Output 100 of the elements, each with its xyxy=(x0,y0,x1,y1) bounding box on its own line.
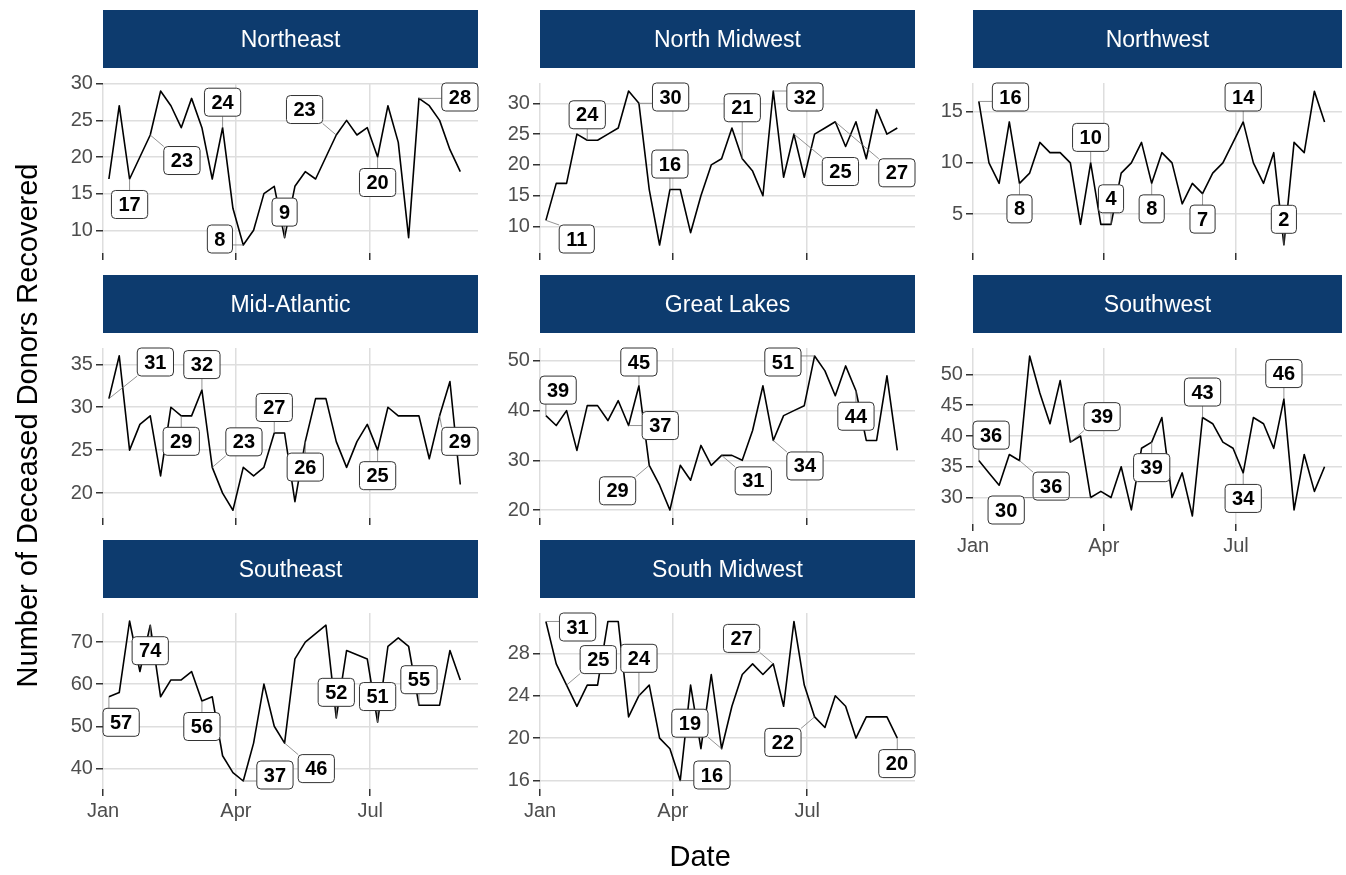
annotation: 31 xyxy=(144,350,167,373)
annotation: 30 xyxy=(995,498,1018,521)
annotation: 27 xyxy=(263,396,286,419)
chart-title: Great Lakes xyxy=(540,275,915,333)
annotation: 8 xyxy=(1146,197,1158,220)
annotation: 51 xyxy=(366,685,389,708)
annotation: 17 xyxy=(118,193,141,216)
y-tick-label: 10 xyxy=(940,150,963,173)
x-tick-label: Jan xyxy=(956,533,990,556)
annotation: 37 xyxy=(649,414,672,437)
y-tick-label: 28 xyxy=(507,640,530,663)
y-tick-label: 25 xyxy=(507,121,530,144)
chart-title: North Midwest xyxy=(540,10,915,68)
annotation: 29 xyxy=(170,429,193,452)
annotation: 20 xyxy=(366,171,389,194)
y-tick-label: 40 xyxy=(507,398,530,421)
annotation: 74 xyxy=(139,639,163,662)
x-tick-label: Apr xyxy=(220,798,252,821)
x-tick-label: Apr xyxy=(657,798,689,821)
annotation: 27 xyxy=(730,626,753,649)
annotation: 32 xyxy=(793,85,817,108)
chart-title: Southeast xyxy=(103,540,478,598)
y-tick-label: 20 xyxy=(70,480,93,503)
y-tick-label: 10 xyxy=(70,217,93,240)
chart-title: South Midwest xyxy=(540,540,915,598)
chart-title: Northwest xyxy=(973,10,1342,68)
y-tick-label: 15 xyxy=(940,99,963,122)
annotation: 24 xyxy=(627,646,651,669)
y-tick-label: 60 xyxy=(70,671,93,694)
annotation: 9 xyxy=(279,200,291,223)
annotation: 11 xyxy=(566,227,588,250)
y-tick-label: 24 xyxy=(507,683,530,706)
annotation: 31 xyxy=(742,469,765,492)
y-axis-title: Number of Deceased Donors Recovered xyxy=(11,163,45,687)
annotation: 24 xyxy=(211,90,235,113)
y-tick-label: 50 xyxy=(940,361,963,384)
y-tick-label: 20 xyxy=(507,497,530,520)
annotation: 30 xyxy=(659,85,682,108)
annotation: 16 xyxy=(658,152,682,175)
annotation: 23 xyxy=(170,149,194,172)
chart-title: Northeast xyxy=(103,10,478,68)
annotation: 55 xyxy=(407,668,431,691)
annotation: 2 xyxy=(1278,207,1290,230)
y-tick-label: 5 xyxy=(951,201,963,224)
annotation: 28 xyxy=(448,85,471,108)
annotation: 22 xyxy=(771,730,795,753)
y-tick-label: 25 xyxy=(70,437,93,460)
annotation: 31 xyxy=(566,615,589,638)
annotation: 51 xyxy=(771,350,795,373)
annotation: 39 xyxy=(547,378,570,401)
y-tick-label: 35 xyxy=(940,454,963,477)
y-tick-label: 16 xyxy=(507,768,530,791)
annotation: 23 xyxy=(293,98,316,121)
annotation: 56 xyxy=(190,715,214,738)
annotation: 25 xyxy=(829,160,852,183)
annotation: 8 xyxy=(214,227,226,250)
annotation: 14 xyxy=(1232,85,1256,108)
y-tick-label: 15 xyxy=(70,181,93,204)
y-tick-label: 50 xyxy=(507,348,530,371)
y-tick-label: 70 xyxy=(70,629,93,652)
annotation: 37 xyxy=(263,763,287,786)
chart-title: Southwest xyxy=(973,275,1342,333)
annotation: 20 xyxy=(885,752,908,775)
annotation: 7 xyxy=(1196,207,1209,230)
y-tick-label: 30 xyxy=(70,394,93,417)
annotation: 44 xyxy=(844,404,868,427)
annotation: 16 xyxy=(999,85,1022,108)
y-tick-label: 10 xyxy=(507,214,530,237)
y-tick-label: 30 xyxy=(507,447,530,470)
x-tick-label: Jul xyxy=(1223,533,1249,556)
annotation: 34 xyxy=(793,454,817,477)
annotation: 24 xyxy=(576,103,600,126)
annotation: 36 xyxy=(1040,474,1063,497)
annotation: 36 xyxy=(980,423,1003,446)
annotation: 57 xyxy=(110,710,133,733)
y-tick-label: 35 xyxy=(70,351,93,374)
y-tick-label: 30 xyxy=(940,485,963,508)
y-tick-label: 15 xyxy=(507,183,530,206)
chart-title: Mid-Atlantic xyxy=(103,275,478,333)
annotation: 23 xyxy=(232,430,256,453)
annotation: 46 xyxy=(305,757,328,780)
x-axis-title: Date xyxy=(669,840,731,873)
annotation: 39 xyxy=(1090,405,1114,428)
x-tick-label: Jan xyxy=(86,798,120,821)
annotation: 27 xyxy=(885,161,908,184)
y-tick-label: 30 xyxy=(70,71,93,94)
y-tick-label: 25 xyxy=(70,107,93,130)
x-tick-label: Jan xyxy=(523,798,557,821)
annotation: 52 xyxy=(325,680,348,703)
annotation: 16 xyxy=(700,763,724,786)
annotation: 34 xyxy=(1232,486,1256,509)
y-tick-label: 45 xyxy=(940,392,963,415)
annotation: 21 xyxy=(731,96,754,119)
y-tick-label: 20 xyxy=(507,725,530,748)
y-tick-label: 40 xyxy=(940,423,963,446)
y-tick-label: 30 xyxy=(507,90,530,113)
annotation: 4 xyxy=(1105,187,1118,210)
annotation: 26 xyxy=(294,455,317,478)
annotation: 8 xyxy=(1013,197,1026,220)
annotation: 43 xyxy=(1191,380,1214,403)
